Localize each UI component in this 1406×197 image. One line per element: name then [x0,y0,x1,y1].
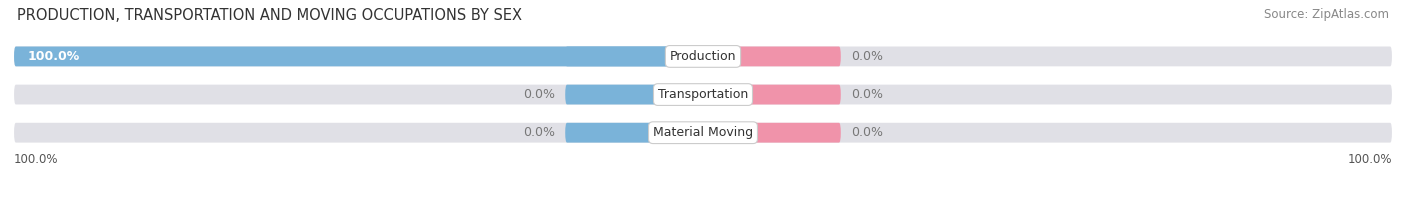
Text: Transportation: Transportation [658,88,748,101]
Text: 0.0%: 0.0% [523,88,555,101]
Text: 0.0%: 0.0% [851,50,883,63]
FancyBboxPatch shape [731,85,841,104]
Text: 100.0%: 100.0% [1347,152,1392,165]
Text: 0.0%: 0.0% [851,88,883,101]
FancyBboxPatch shape [565,123,675,143]
Text: Source: ZipAtlas.com: Source: ZipAtlas.com [1264,8,1389,21]
Text: Production: Production [669,50,737,63]
FancyBboxPatch shape [731,46,841,66]
FancyBboxPatch shape [565,46,675,66]
Text: 0.0%: 0.0% [523,126,555,139]
FancyBboxPatch shape [731,123,841,143]
FancyBboxPatch shape [14,46,1392,66]
Text: 100.0%: 100.0% [28,50,80,63]
Text: 100.0%: 100.0% [14,152,59,165]
FancyBboxPatch shape [14,46,675,66]
FancyBboxPatch shape [14,123,1392,143]
Text: PRODUCTION, TRANSPORTATION AND MOVING OCCUPATIONS BY SEX: PRODUCTION, TRANSPORTATION AND MOVING OC… [17,8,522,23]
FancyBboxPatch shape [14,85,1392,104]
FancyBboxPatch shape [565,85,675,104]
Text: Material Moving: Material Moving [652,126,754,139]
Text: 0.0%: 0.0% [851,126,883,139]
